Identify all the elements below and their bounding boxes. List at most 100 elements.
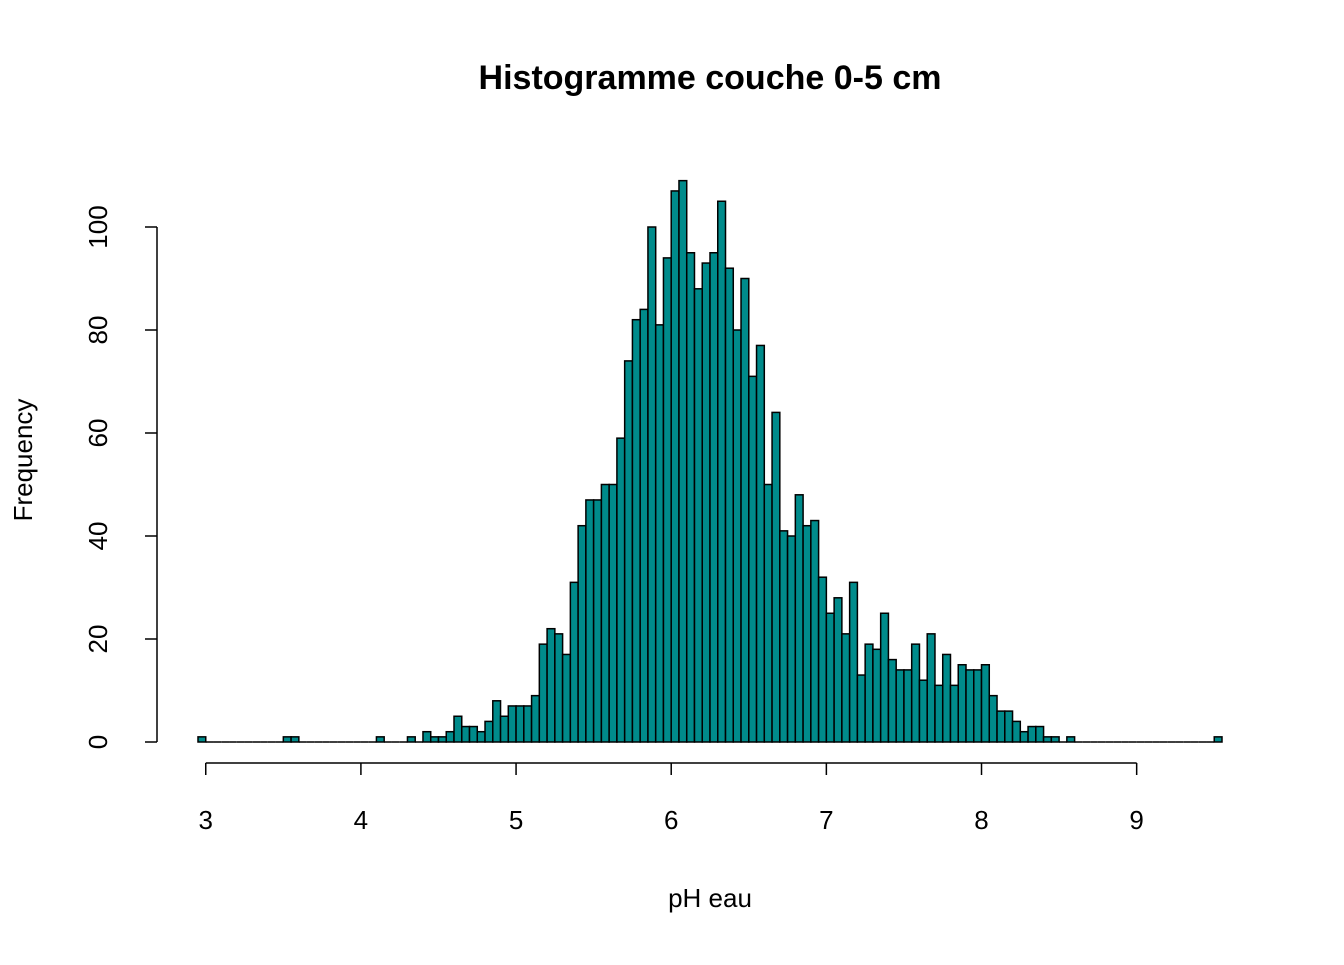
bar [918,679,928,743]
bar [445,730,455,743]
bar [437,736,447,743]
bar [957,664,967,743]
bar [779,530,789,743]
bar [507,705,517,743]
bar [453,715,463,743]
x-tick-label: 6 [664,805,678,835]
bar [429,736,440,743]
bar [817,576,828,743]
bar [740,277,750,743]
bar [910,643,921,743]
bar [631,318,641,743]
bar [732,329,742,743]
bar [538,643,548,743]
bar [1004,710,1014,743]
bar [608,483,618,743]
bar [965,669,975,743]
bar [585,499,595,743]
y-tick-label: 20 [83,625,113,654]
bar [678,179,688,743]
y-tick-label: 80 [83,316,113,345]
bar [988,694,998,743]
x-tick-label: 8 [974,805,988,835]
bar [375,736,385,743]
bar [709,252,719,743]
bar [639,308,649,743]
bar [755,344,766,743]
bar [926,633,936,743]
bar [569,581,579,743]
y-tick-label: 60 [83,419,113,448]
bar [197,736,207,743]
bar [670,190,680,743]
bar [941,653,952,743]
bar [554,633,564,743]
bar [1011,720,1022,743]
bar [980,664,991,743]
x-tick-label: 9 [1129,805,1143,835]
bar [1066,736,1076,743]
bar [879,612,890,743]
y-tick-label: 40 [83,522,113,551]
bar [724,267,735,743]
x-tick-label: 3 [199,805,213,835]
bar [771,411,781,743]
bar [523,705,533,743]
bar [499,715,510,743]
bar [484,720,494,743]
y-tick-label: 0 [83,735,113,749]
bar [600,483,610,743]
bar [515,705,525,743]
bar [1027,725,1037,743]
bar [825,612,835,743]
bar [949,684,959,743]
x-tick-label: 7 [819,805,833,835]
y-axis-label: Frequency [8,399,38,522]
x-axis-label: pH eau [668,883,752,913]
bar [786,535,797,743]
bar [848,581,859,743]
bar [872,648,882,743]
bar [685,252,696,743]
bar [748,375,758,743]
bar [530,694,541,743]
bar [934,684,944,743]
bar [794,494,804,743]
x-tick-label: 5 [509,805,523,835]
bar [856,674,866,743]
chart-title: Histogramme couche 0-5 cm [479,59,942,97]
bar [1019,730,1029,743]
bar [763,483,773,743]
bar [701,262,711,743]
bar [717,200,727,743]
bar [282,736,292,743]
bar [290,736,300,743]
bar [1035,725,1045,743]
bar [810,519,820,743]
bar [461,725,471,743]
bar [1213,736,1223,743]
bar [887,658,897,743]
bar [833,597,843,743]
bar [802,524,812,743]
bar [561,653,572,743]
bar [841,633,851,743]
x-tick-label: 4 [354,805,368,835]
bar [406,736,416,743]
bar [662,257,672,743]
bar [654,324,665,743]
bar [895,669,905,743]
bar [973,669,983,743]
bar [546,627,556,743]
bar [577,524,587,743]
bar [616,437,626,743]
y-tick-label: 100 [83,205,113,248]
bar [1042,736,1053,743]
bar [693,288,703,743]
bar [468,725,479,743]
bar [1050,736,1060,743]
bar [623,360,634,743]
bar [422,730,432,743]
bar [492,700,502,743]
